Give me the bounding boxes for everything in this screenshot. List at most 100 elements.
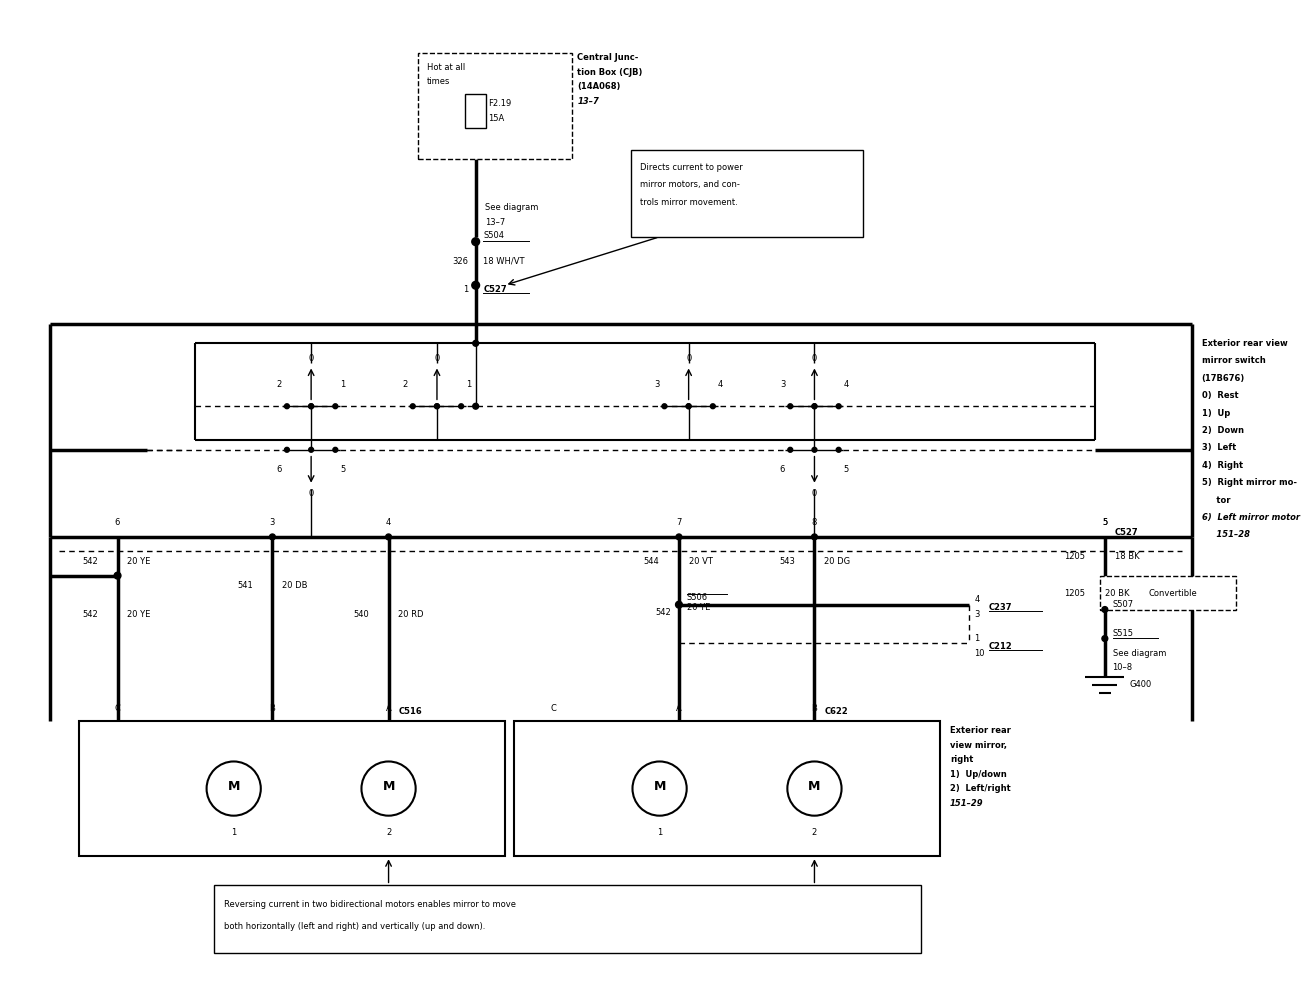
Text: 0: 0 — [434, 354, 440, 363]
Text: 3: 3 — [975, 610, 980, 619]
Text: 2)  Down: 2) Down — [1202, 426, 1244, 434]
Text: 1)  Up: 1) Up — [1202, 408, 1229, 417]
Text: C212: C212 — [989, 642, 1013, 651]
Bar — [417, 53, 572, 159]
Text: 0: 0 — [812, 489, 817, 498]
Circle shape — [472, 403, 479, 409]
Text: S504: S504 — [483, 232, 504, 240]
Text: 3)  Left: 3) Left — [1202, 444, 1236, 453]
Text: 13–7: 13–7 — [485, 218, 505, 227]
Text: 0: 0 — [812, 354, 817, 363]
Circle shape — [1102, 607, 1107, 613]
Text: 5: 5 — [340, 465, 345, 474]
Text: 1: 1 — [340, 380, 345, 389]
Circle shape — [787, 404, 792, 408]
Text: 3: 3 — [653, 380, 660, 389]
Text: 7: 7 — [676, 518, 682, 527]
Text: Exterior rear view: Exterior rear view — [1202, 339, 1287, 348]
Text: See diagram: See diagram — [485, 204, 539, 213]
Text: F2.19: F2.19 — [488, 99, 512, 108]
Text: mirror motors, and con-: mirror motors, and con- — [640, 180, 740, 190]
Circle shape — [285, 448, 290, 453]
Circle shape — [285, 404, 290, 408]
Text: 151–28: 151–28 — [1202, 530, 1249, 539]
Text: 6: 6 — [779, 465, 785, 474]
Text: trols mirror movement.: trols mirror movement. — [640, 198, 737, 207]
Text: B: B — [812, 704, 817, 713]
Text: 20 YE: 20 YE — [127, 610, 151, 619]
Circle shape — [787, 448, 792, 453]
Text: 542: 542 — [83, 610, 98, 619]
Text: 5: 5 — [844, 465, 849, 474]
Text: 6: 6 — [115, 518, 121, 527]
Bar — [214, 885, 921, 954]
Circle shape — [812, 448, 817, 453]
Circle shape — [269, 534, 276, 540]
Circle shape — [434, 404, 440, 408]
Text: 1: 1 — [463, 284, 468, 293]
Text: times: times — [428, 78, 450, 87]
Circle shape — [308, 448, 314, 453]
Circle shape — [836, 448, 841, 453]
Text: See diagram: See diagram — [1113, 648, 1166, 657]
Text: 1: 1 — [975, 634, 980, 643]
Text: 543: 543 — [779, 556, 795, 565]
Text: A: A — [386, 704, 391, 713]
Text: C: C — [550, 704, 556, 713]
Text: 4)  Right: 4) Right — [1202, 461, 1242, 470]
Text: 6: 6 — [277, 465, 282, 474]
Bar — [514, 721, 941, 857]
Circle shape — [333, 404, 337, 408]
Text: 0: 0 — [686, 354, 691, 363]
Text: Central Junc-: Central Junc- — [577, 53, 639, 62]
Circle shape — [663, 404, 666, 408]
Text: S506: S506 — [686, 594, 707, 603]
Text: 20 VT: 20 VT — [689, 556, 712, 565]
Text: C527: C527 — [483, 284, 506, 293]
Circle shape — [686, 404, 691, 408]
Text: 326: 326 — [451, 257, 468, 265]
Text: Convertible: Convertible — [1148, 589, 1197, 598]
Text: 20 YE: 20 YE — [686, 603, 710, 612]
Text: 0: 0 — [308, 354, 314, 363]
Text: 0)  Rest: 0) Rest — [1202, 391, 1239, 400]
Circle shape — [434, 404, 440, 408]
Text: 542: 542 — [83, 556, 98, 565]
Text: G400: G400 — [1130, 679, 1152, 688]
Text: B: B — [269, 704, 276, 713]
Text: 10: 10 — [975, 648, 985, 657]
Circle shape — [308, 404, 314, 408]
Text: C: C — [114, 704, 121, 713]
Text: 2)  Left/right: 2) Left/right — [950, 784, 1010, 793]
Text: 20 DB: 20 DB — [282, 581, 307, 590]
Text: 2: 2 — [386, 828, 391, 837]
Text: 1)  Up/down: 1) Up/down — [950, 769, 1006, 778]
Text: 542: 542 — [656, 608, 672, 617]
Text: view mirror,: view mirror, — [950, 741, 1008, 750]
Text: (17B676): (17B676) — [1202, 374, 1245, 383]
Text: 540: 540 — [353, 610, 369, 619]
Text: 151–29: 151–29 — [950, 798, 984, 807]
Text: Exterior rear: Exterior rear — [514, 726, 575, 735]
Circle shape — [472, 281, 480, 289]
Text: 1)  Up/down: 1) Up/down — [514, 755, 571, 764]
Text: A: A — [676, 704, 682, 713]
Circle shape — [676, 602, 682, 608]
Text: 2: 2 — [277, 380, 282, 389]
Circle shape — [472, 341, 479, 346]
Text: 4: 4 — [975, 596, 980, 605]
Text: 18 WH/VT: 18 WH/VT — [483, 257, 525, 265]
Circle shape — [459, 404, 463, 408]
Circle shape — [676, 534, 682, 540]
Text: 10–8: 10–8 — [1113, 663, 1132, 672]
Text: M: M — [808, 780, 820, 793]
Text: 2: 2 — [812, 828, 817, 837]
Text: 20 RD: 20 RD — [399, 610, 424, 619]
Text: 2)  Left/right: 2) Left/right — [514, 769, 575, 778]
Text: Hot at all: Hot at all — [428, 62, 466, 72]
Circle shape — [836, 404, 841, 408]
Text: tion Box (CJB): tion Box (CJB) — [577, 68, 643, 77]
Text: 8: 8 — [812, 518, 817, 527]
Text: view mirror, left: view mirror, left — [514, 741, 590, 750]
Circle shape — [686, 404, 691, 408]
